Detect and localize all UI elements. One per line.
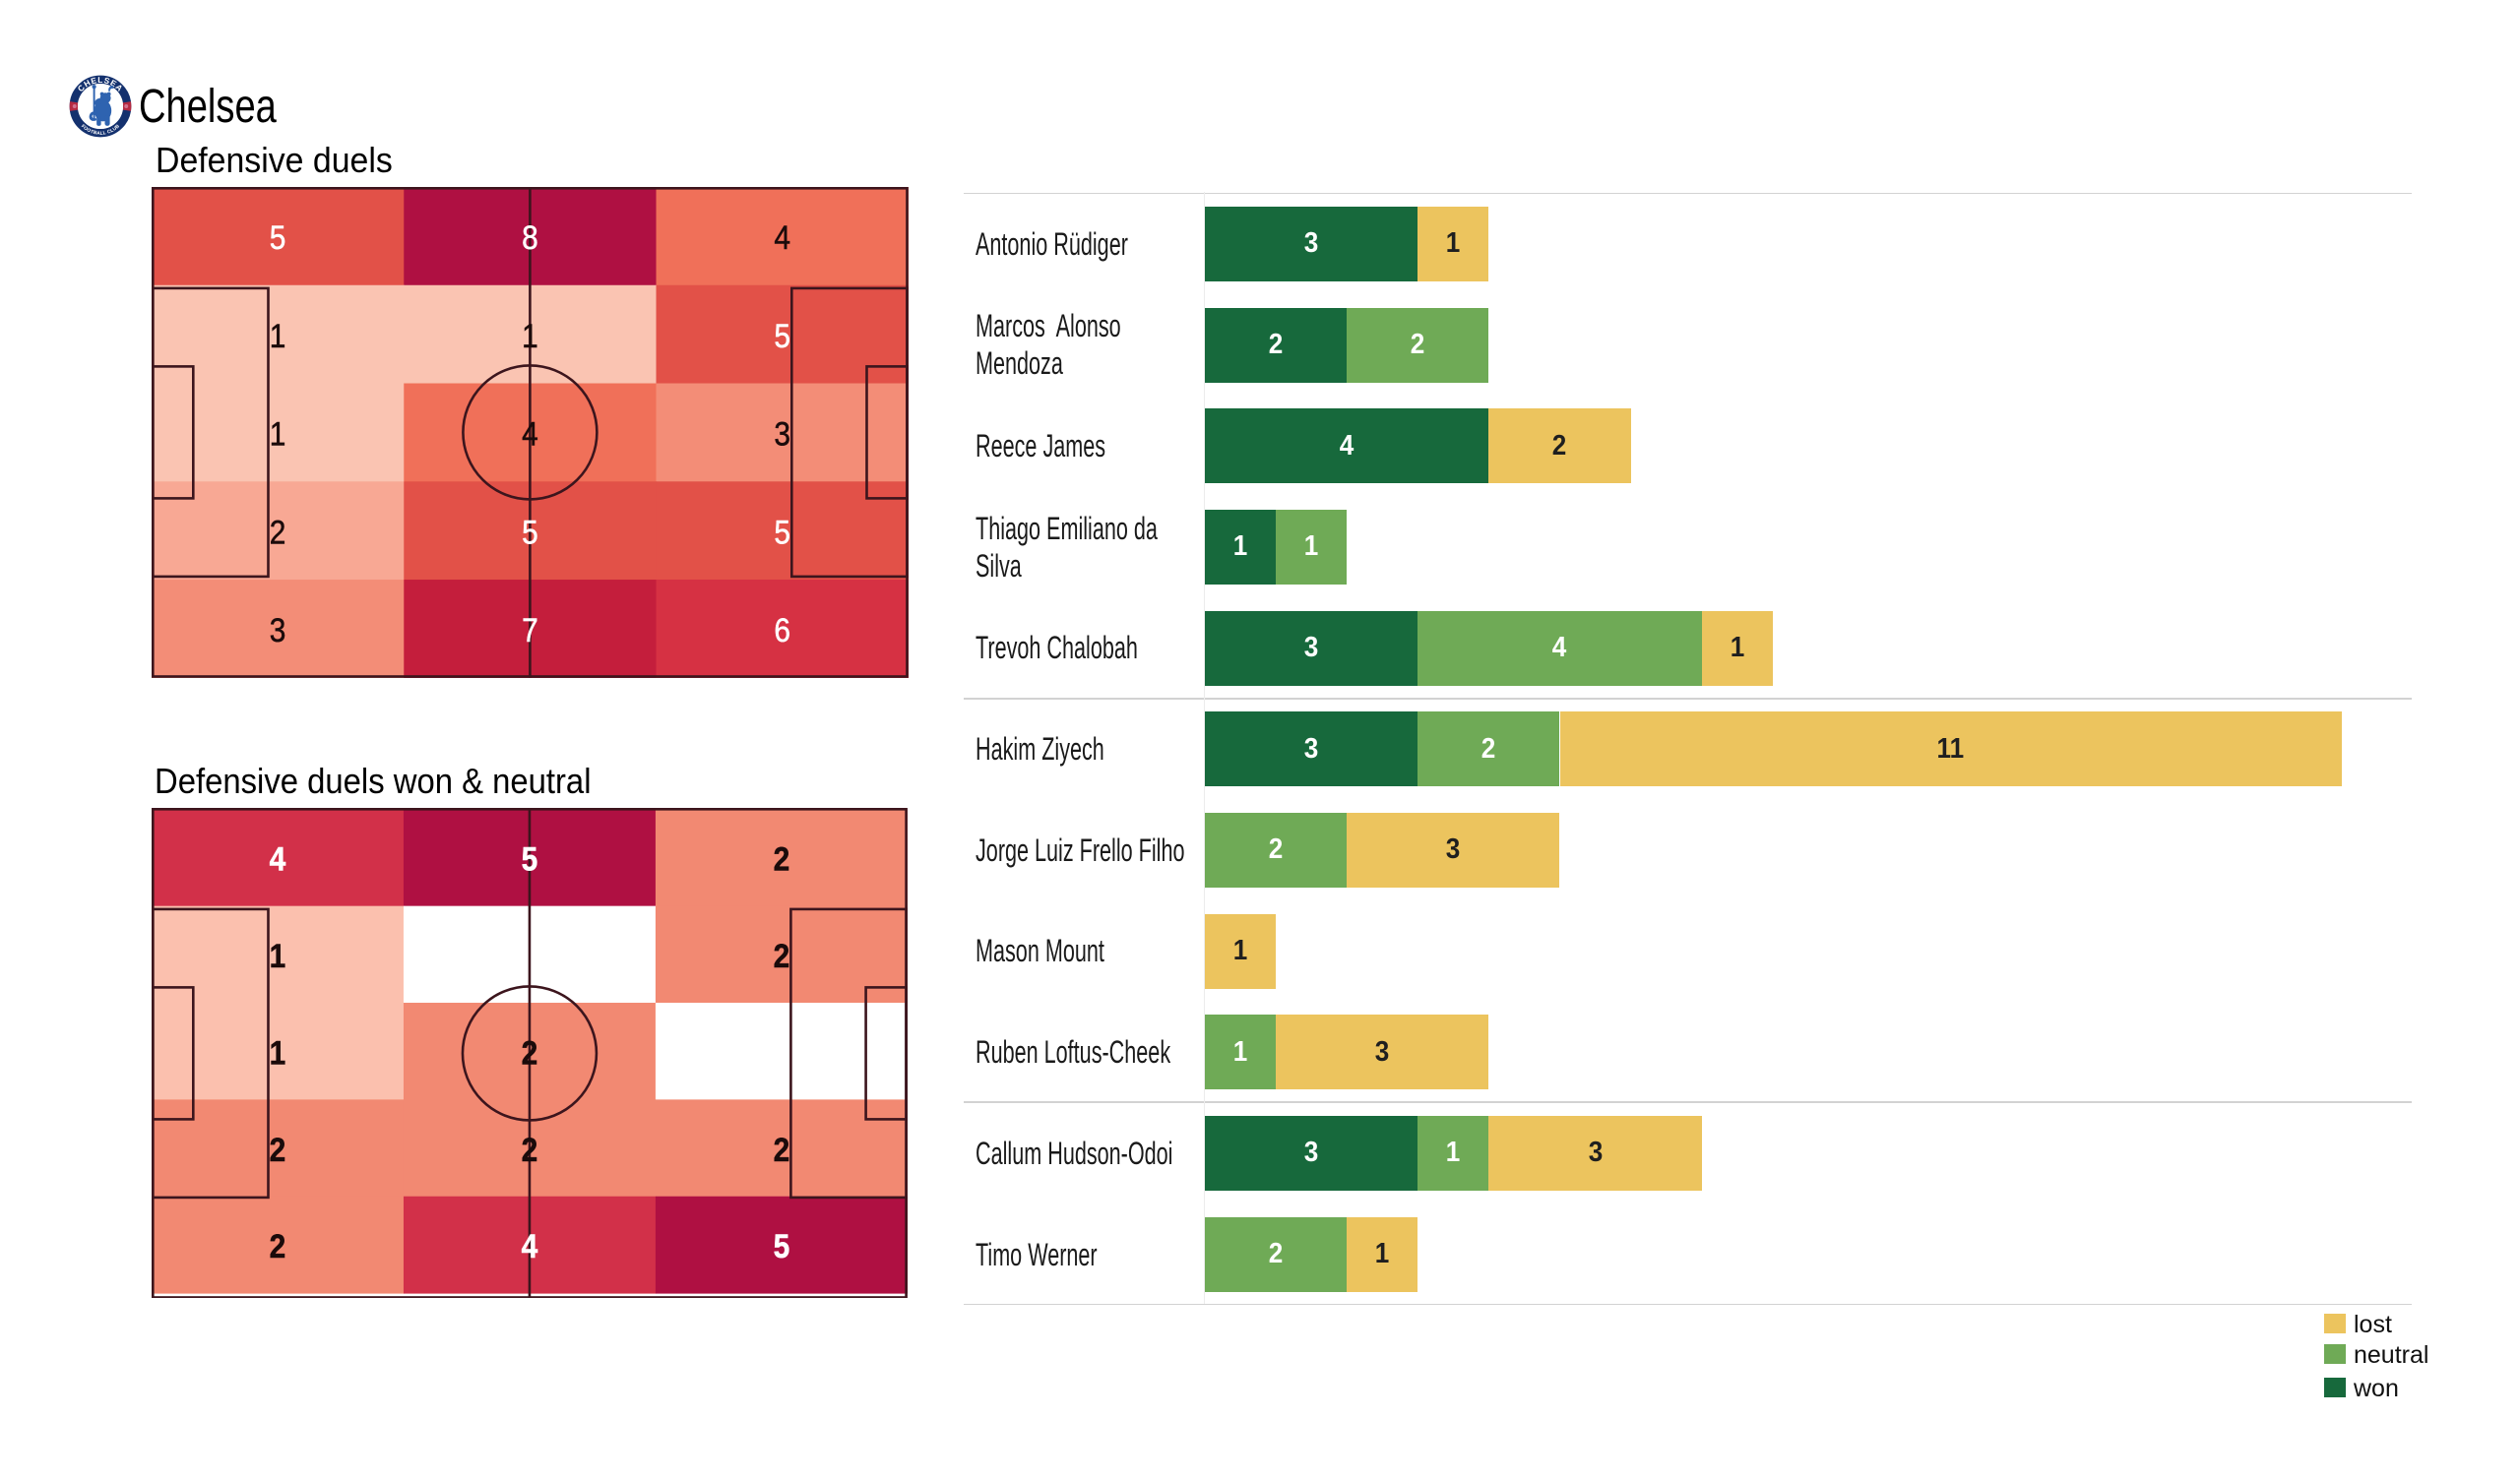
svg-text:1: 1	[270, 1033, 286, 1071]
svg-text:5: 5	[773, 1227, 789, 1264]
svg-text:2: 2	[270, 1227, 286, 1264]
svg-text:5: 5	[270, 218, 286, 256]
svg-text:4: 4	[774, 218, 790, 256]
svg-text:4: 4	[522, 415, 538, 453]
svg-text:3: 3	[270, 611, 286, 648]
svg-text:1: 1	[522, 317, 538, 354]
svg-text:8: 8	[522, 218, 538, 256]
svg-text:4: 4	[270, 839, 286, 877]
svg-text:7: 7	[522, 611, 538, 648]
svg-text:2: 2	[270, 513, 286, 550]
svg-text:2: 2	[773, 937, 789, 974]
svg-text:2: 2	[522, 1033, 538, 1071]
svg-text:1: 1	[270, 415, 286, 453]
svg-text:5: 5	[522, 839, 538, 877]
svg-text:4: 4	[522, 1227, 538, 1264]
svg-text:2: 2	[773, 1130, 789, 1167]
svg-text:6: 6	[774, 611, 790, 648]
svg-text:1: 1	[270, 317, 286, 354]
svg-text:5: 5	[774, 513, 790, 550]
svg-text:5: 5	[774, 317, 790, 354]
svg-text:1: 1	[270, 937, 286, 974]
svg-text:5: 5	[522, 513, 538, 550]
svg-text:2: 2	[270, 1130, 286, 1167]
svg-text:2: 2	[773, 839, 789, 877]
svg-text:2: 2	[522, 1130, 538, 1167]
svg-text:3: 3	[774, 415, 790, 453]
